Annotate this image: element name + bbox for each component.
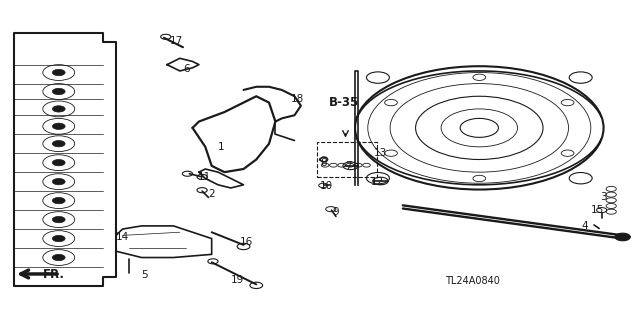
Circle shape — [52, 197, 65, 204]
Text: TL24A0840: TL24A0840 — [445, 276, 500, 286]
Text: 2: 2 — [209, 189, 215, 199]
Circle shape — [52, 160, 65, 166]
Text: B-35: B-35 — [329, 96, 359, 109]
Text: 18: 18 — [291, 94, 305, 104]
Text: 10: 10 — [320, 182, 333, 191]
Text: 13: 13 — [374, 148, 387, 158]
Text: FR.: FR. — [43, 268, 65, 281]
Text: 12: 12 — [371, 177, 384, 187]
Text: 19: 19 — [230, 275, 244, 285]
Circle shape — [52, 123, 65, 130]
Text: 6: 6 — [183, 64, 189, 74]
Text: 16: 16 — [240, 237, 253, 247]
Circle shape — [52, 178, 65, 185]
Circle shape — [52, 254, 65, 261]
Text: 4: 4 — [581, 221, 588, 231]
Circle shape — [52, 141, 65, 147]
Circle shape — [615, 233, 630, 241]
Text: 3: 3 — [600, 192, 607, 203]
Text: 5: 5 — [141, 270, 148, 280]
Circle shape — [52, 88, 65, 95]
Text: 9: 9 — [333, 207, 339, 217]
Text: 11: 11 — [197, 172, 211, 182]
Circle shape — [52, 216, 65, 223]
Bar — [317, 142, 378, 177]
Circle shape — [52, 106, 65, 112]
Text: 7: 7 — [346, 161, 352, 171]
Text: 8: 8 — [320, 158, 326, 168]
Text: 15: 15 — [591, 205, 604, 215]
Circle shape — [52, 69, 65, 76]
Circle shape — [52, 235, 65, 242]
Text: 1: 1 — [218, 142, 225, 152]
Text: 17: 17 — [170, 36, 183, 46]
Text: 14: 14 — [116, 232, 129, 242]
